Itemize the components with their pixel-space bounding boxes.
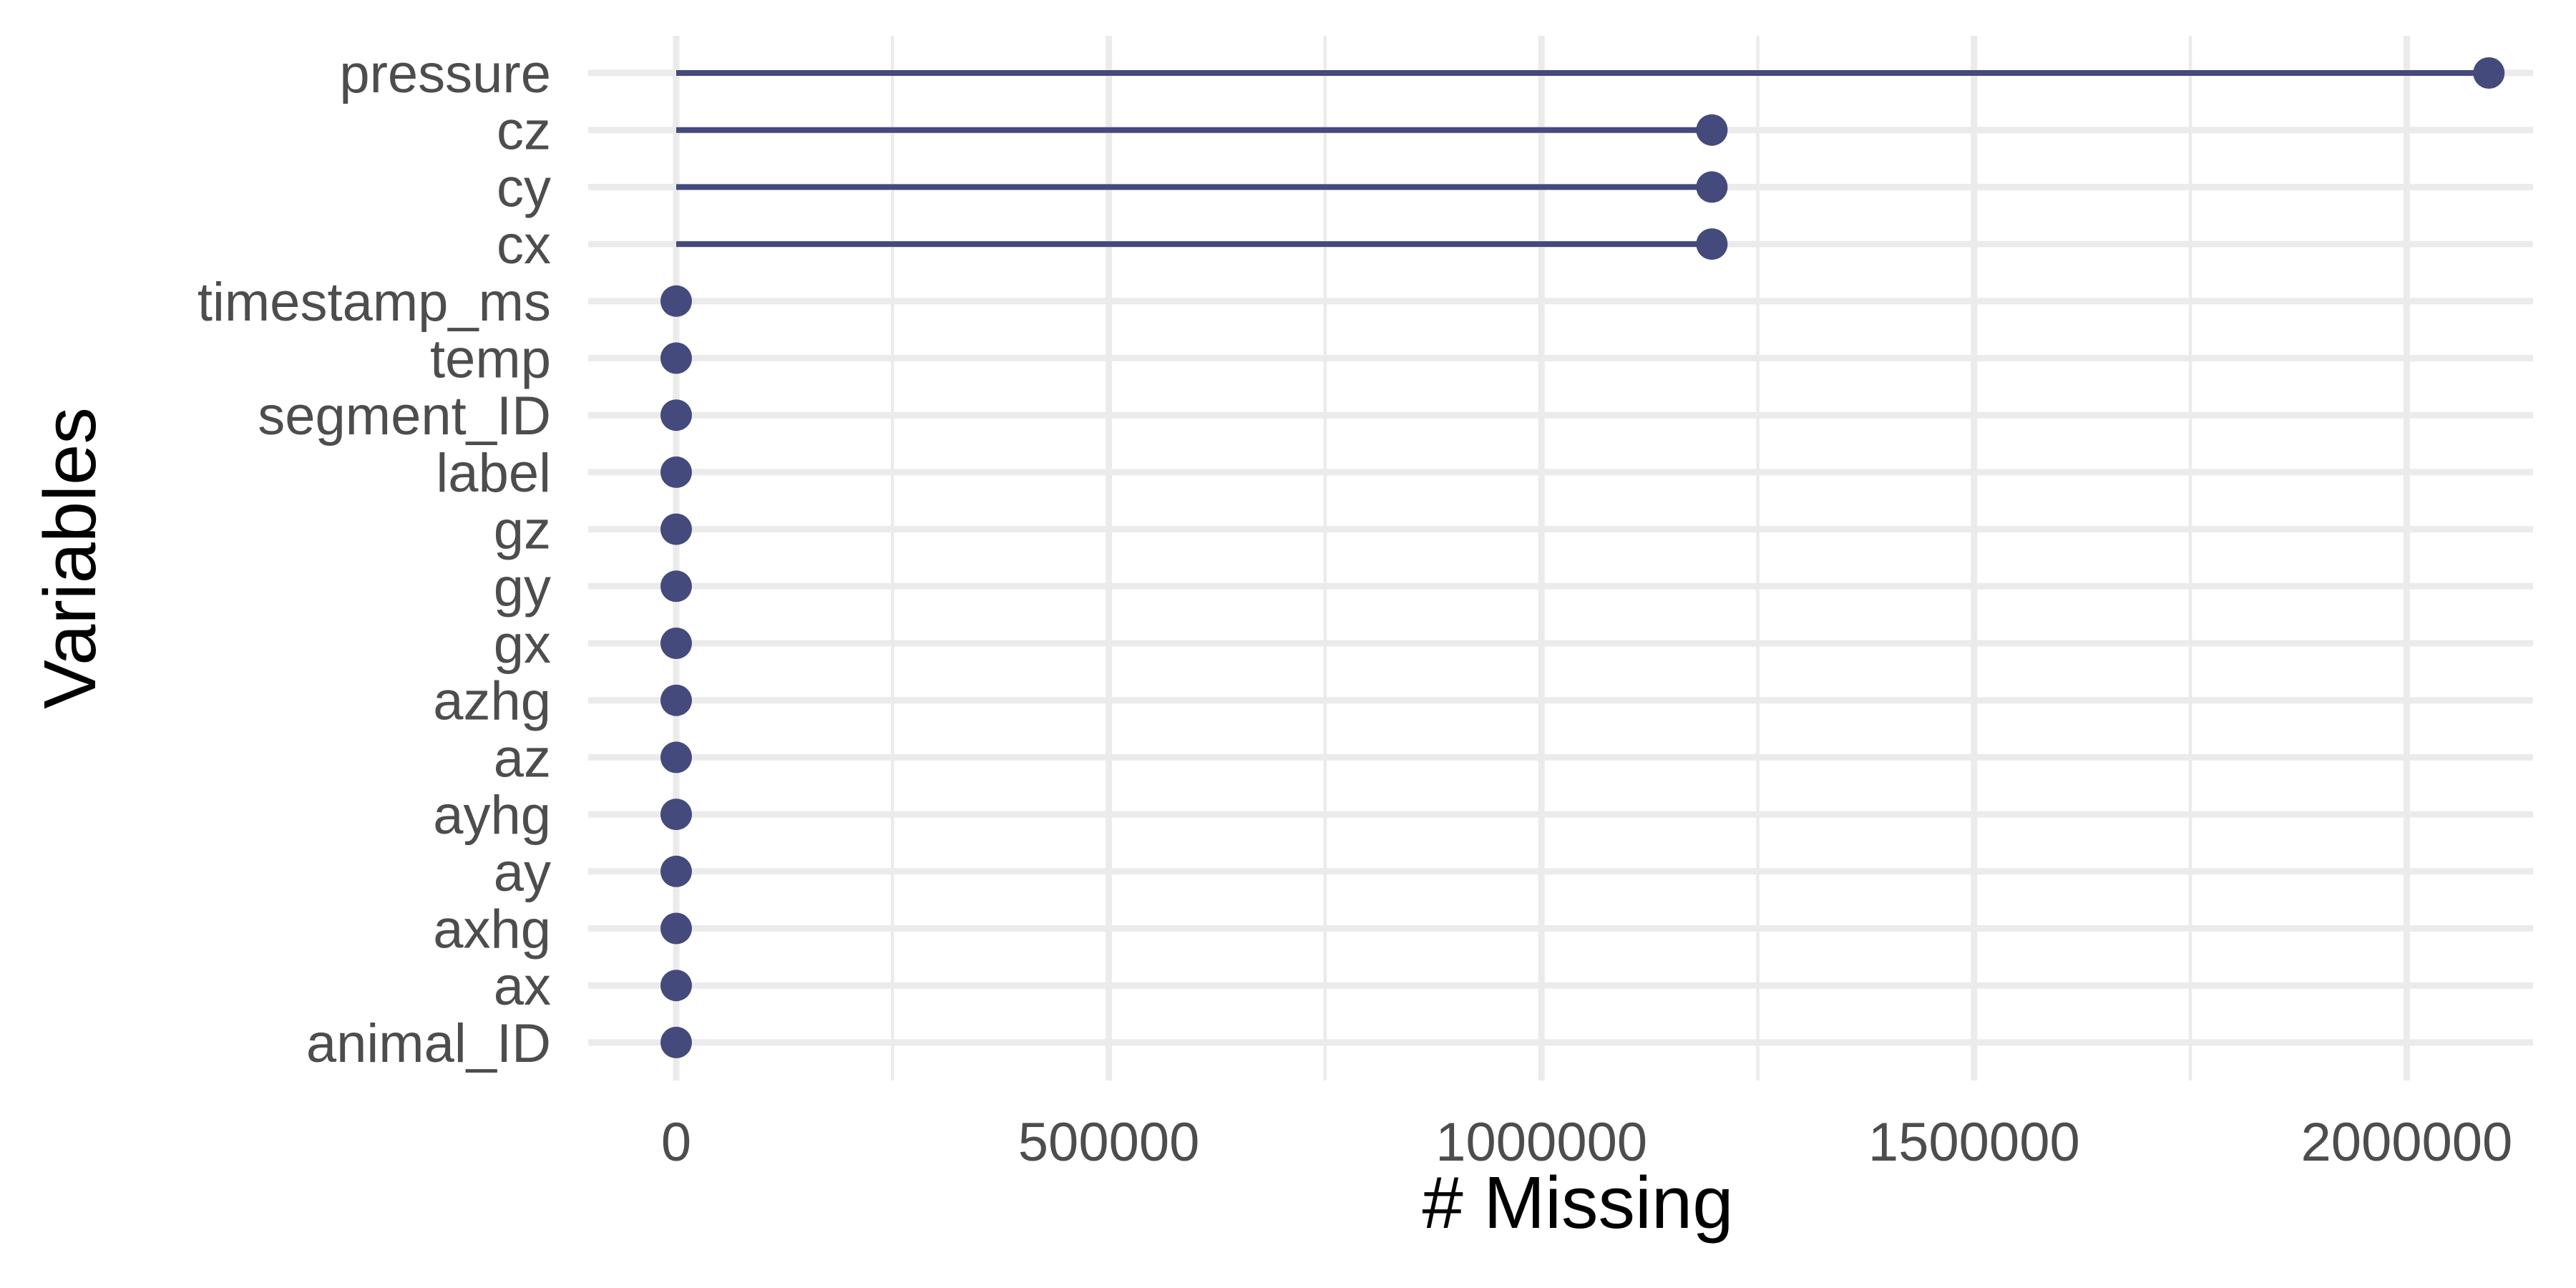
- y-tick-label: temp: [430, 329, 551, 390]
- y-tick-label: cy: [497, 157, 551, 218]
- lollipop-point: [660, 741, 692, 774]
- lollipop-point: [1696, 171, 1728, 203]
- lollipop-point: [660, 399, 692, 431]
- lollipop-point: [660, 799, 692, 831]
- y-tick-label: cx: [497, 215, 551, 275]
- y-tick-label: gy: [494, 557, 551, 618]
- y-tick-label: ay: [494, 842, 551, 903]
- y-tick-label: label: [436, 443, 551, 504]
- y-tick-label: timestamp_ms: [197, 272, 551, 333]
- y-tick-label: gx: [494, 614, 551, 675]
- x-tick-label: 500000: [1018, 1112, 1200, 1173]
- x-tick-label: 1000000: [1435, 1112, 1647, 1173]
- x-axis-title: # Missing: [1422, 1161, 1733, 1244]
- lollipop-point: [660, 970, 692, 1002]
- lollipop-point: [1696, 228, 1728, 260]
- lollipop-point: [660, 855, 692, 887]
- lollipop-point: [660, 342, 692, 374]
- y-tick-label: ax: [494, 956, 551, 1017]
- lollipop-point: [1696, 114, 1728, 146]
- y-tick-label: ayhg: [433, 785, 551, 846]
- lollipop-point: [660, 628, 692, 659]
- y-axis-title: Variables: [29, 407, 111, 709]
- lollipop-point: [660, 912, 692, 945]
- y-tick-label: az: [494, 728, 551, 789]
- y-tick-label: pressure: [339, 44, 551, 104]
- grid-layer: [588, 36, 2533, 1080]
- lollipop-point: [660, 285, 692, 317]
- lollipop-point: [660, 684, 692, 716]
- y-tick-label: axhg: [433, 899, 551, 960]
- y-tick-label: cz: [497, 101, 551, 162]
- x-tick-label: 0: [661, 1112, 691, 1173]
- y-tick-label: gz: [494, 500, 551, 561]
- y-tick-label: animal_ID: [306, 1013, 551, 1074]
- x-tick-labels: 0 500000 1000000 1500000 2000000: [661, 1112, 2512, 1173]
- y-tick-labels: pressureczcycxtimestamp_mstempsegment_ID…: [197, 44, 551, 1074]
- marks-layer: [660, 57, 2505, 1058]
- lollipop-point: [660, 1026, 692, 1058]
- y-tick-label: azhg: [433, 671, 551, 732]
- lollipop-point: [660, 570, 692, 602]
- x-tick-label: 2000000: [2301, 1112, 2512, 1173]
- lollipop-point: [660, 456, 692, 488]
- lollipop-point: [660, 513, 692, 545]
- y-tick-label: segment_ID: [258, 386, 551, 447]
- lollipop-point: [2473, 57, 2505, 89]
- x-tick-label: 1500000: [1868, 1112, 2080, 1173]
